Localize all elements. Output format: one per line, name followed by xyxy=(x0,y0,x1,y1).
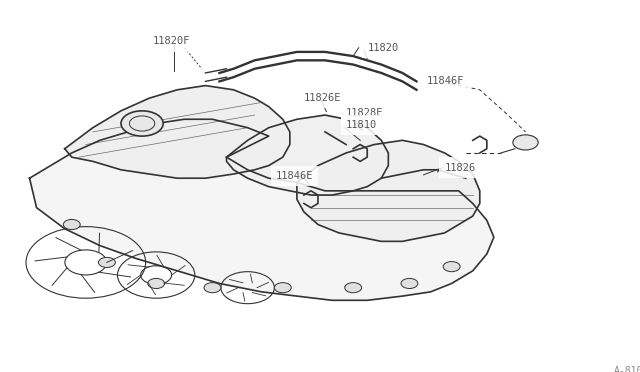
Circle shape xyxy=(275,283,291,293)
Circle shape xyxy=(99,257,115,267)
Text: 11828E: 11828E xyxy=(346,108,383,118)
Text: 11826: 11826 xyxy=(445,163,476,173)
Polygon shape xyxy=(227,115,388,195)
Text: 11820F: 11820F xyxy=(153,36,190,46)
Text: 11826E: 11826E xyxy=(304,93,341,103)
Circle shape xyxy=(121,111,163,136)
Text: 11810: 11810 xyxy=(346,120,378,130)
Text: 11820: 11820 xyxy=(367,43,399,53)
Circle shape xyxy=(204,283,221,293)
Text: 11846F: 11846F xyxy=(427,76,465,86)
Circle shape xyxy=(401,278,418,289)
Circle shape xyxy=(513,135,538,150)
Circle shape xyxy=(63,219,80,230)
Polygon shape xyxy=(297,140,480,241)
Polygon shape xyxy=(65,86,290,178)
Text: A-810P: A-810P xyxy=(613,366,640,372)
Circle shape xyxy=(444,262,460,272)
Circle shape xyxy=(148,278,164,289)
Polygon shape xyxy=(29,119,494,300)
Text: 11846E: 11846E xyxy=(276,171,313,181)
Circle shape xyxy=(345,283,362,293)
